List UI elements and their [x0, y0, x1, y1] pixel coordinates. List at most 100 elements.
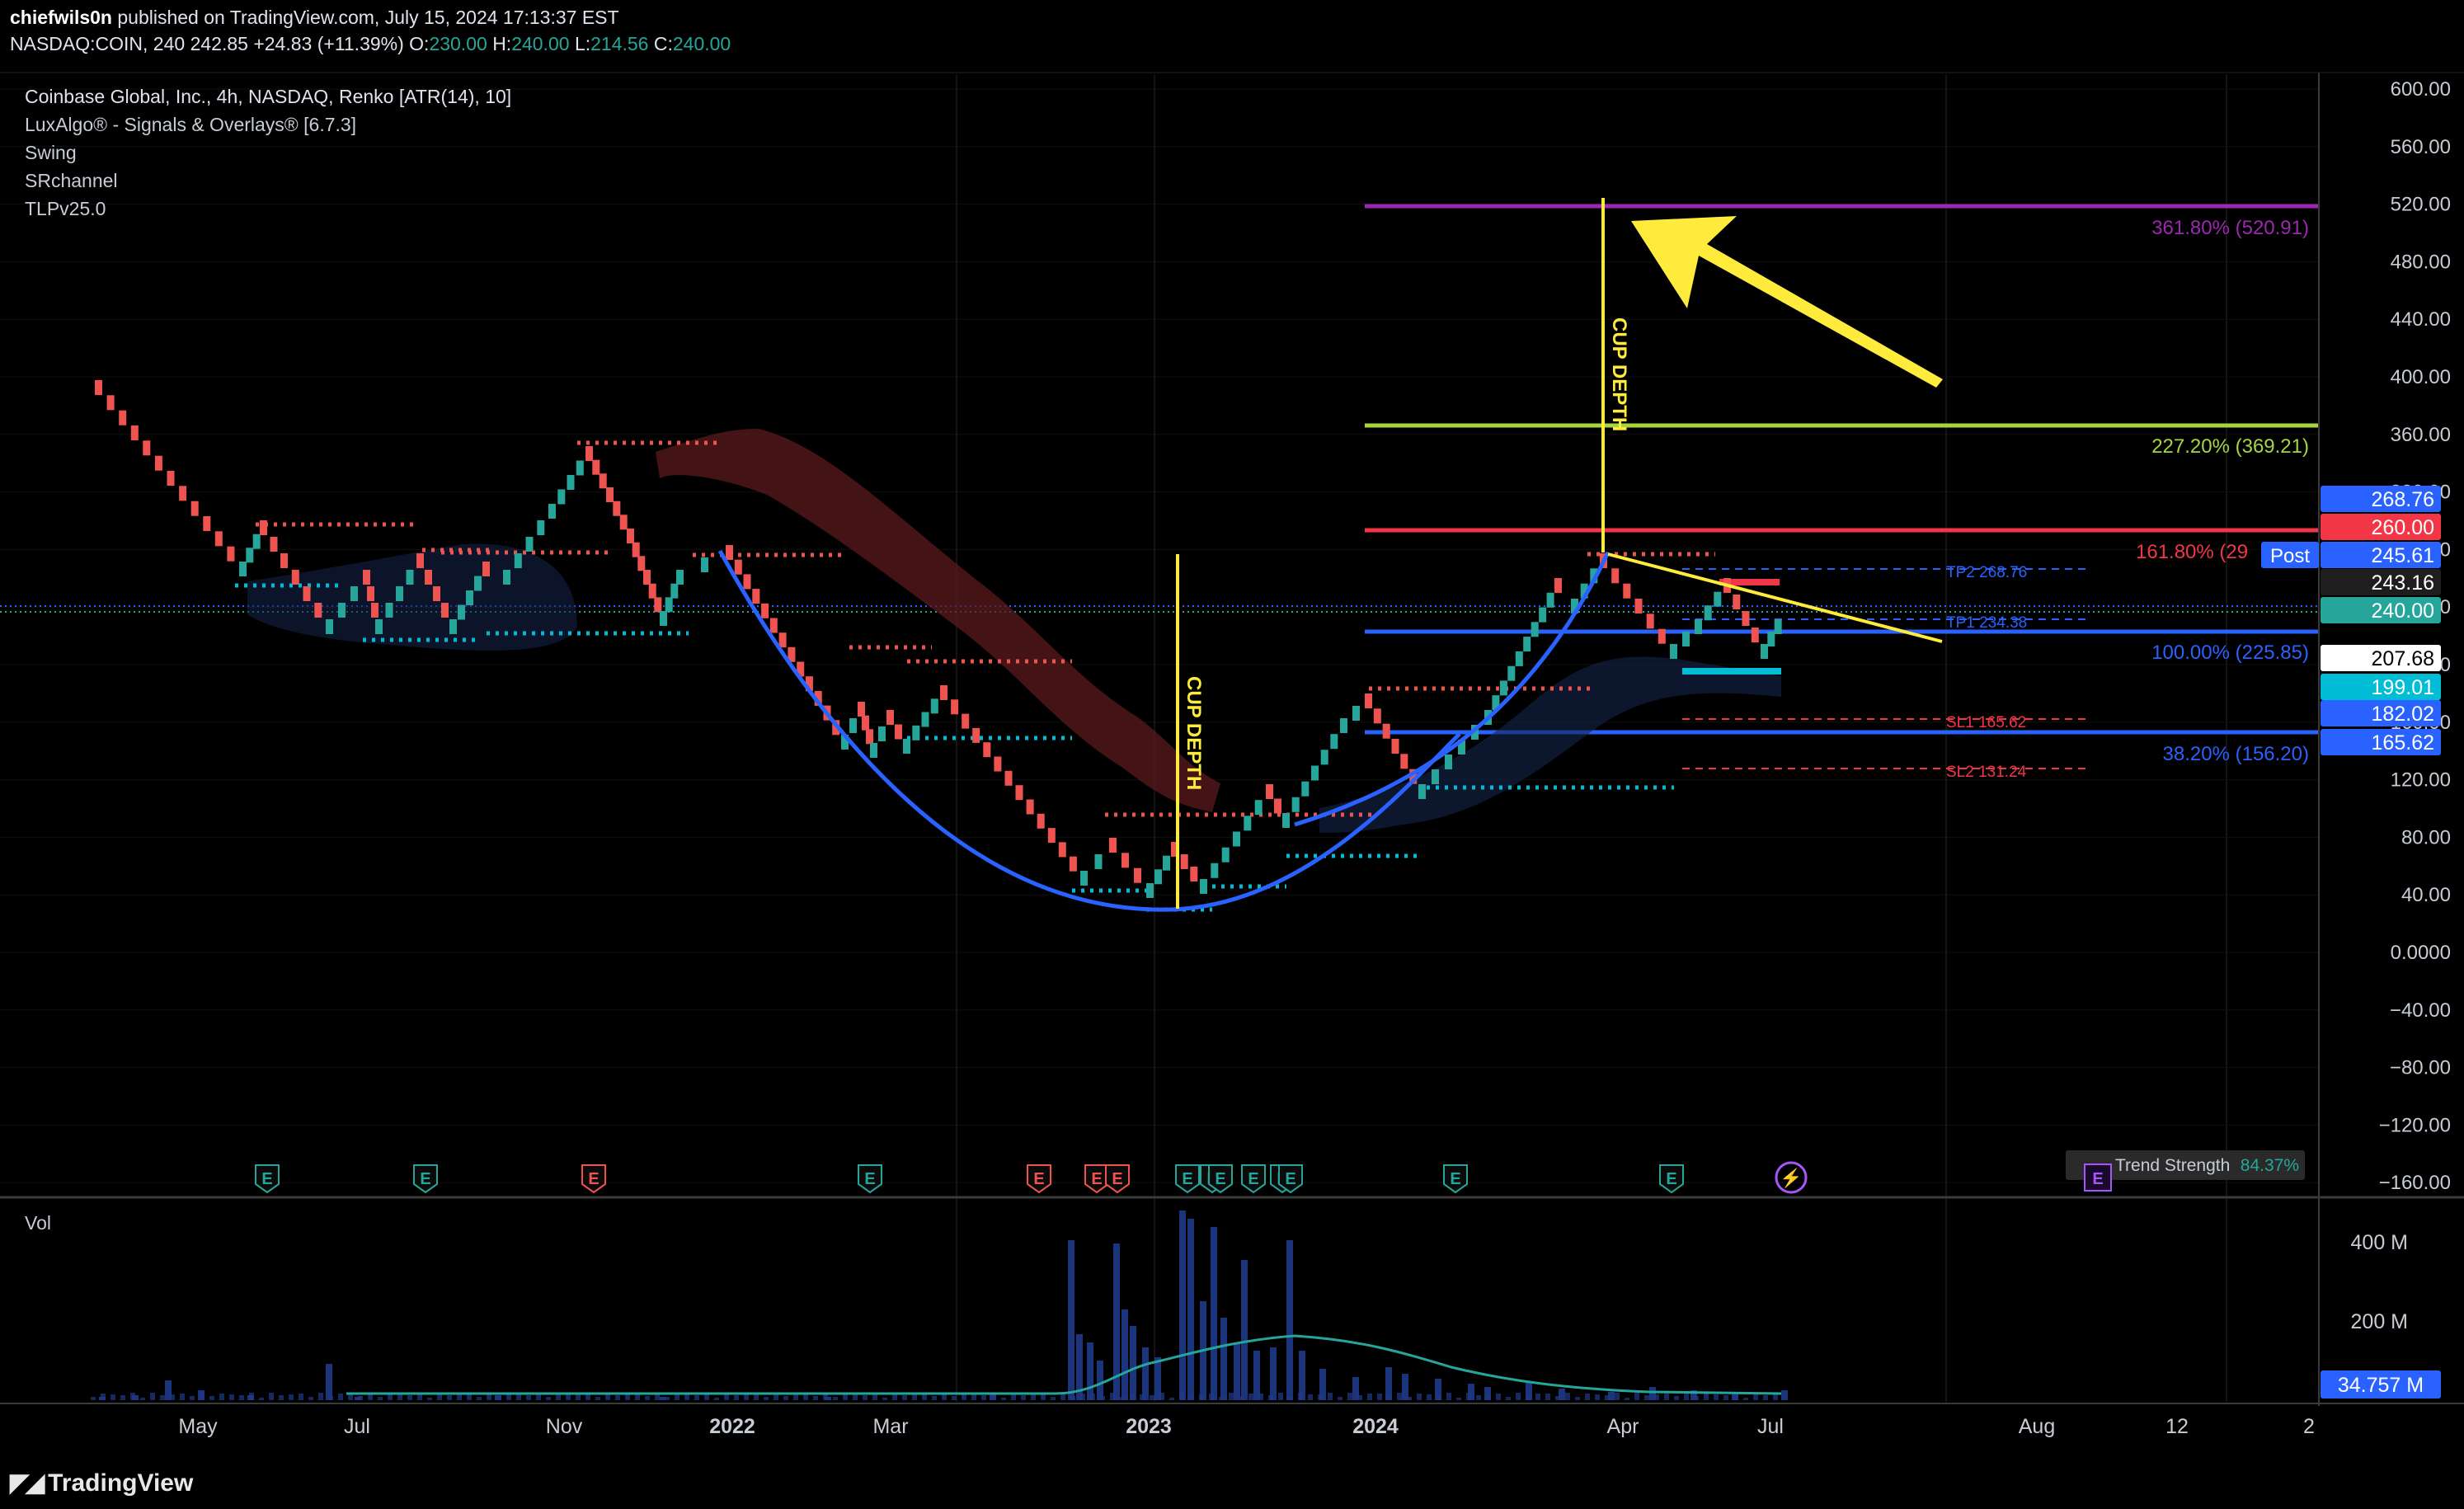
earnings-event-icon[interactable]: E [1175, 1164, 1200, 1194]
volume-bar [1684, 1393, 1689, 1400]
author-name[interactable]: chiefwils0n [10, 7, 112, 28]
volume-bar [526, 1395, 531, 1400]
earnings-event-icon[interactable]: E [1105, 1164, 1130, 1194]
cup-depth-label: CUP DEPTH [1608, 317, 1630, 431]
renko-brick-down [951, 699, 959, 715]
volume-bar [1140, 1394, 1145, 1400]
volume-bar [1526, 1382, 1532, 1400]
earnings-event-icon[interactable]: E [1208, 1164, 1233, 1194]
earnings-event-icon[interactable]: E [255, 1164, 280, 1194]
renko-brick-down [1365, 693, 1372, 708]
renko-brick-up [665, 597, 673, 613]
earnings-event-icon[interactable]: E [1241, 1164, 1266, 1194]
renko-brick-down [1171, 842, 1178, 857]
time-tick: 2022 [709, 1415, 755, 1438]
renko-brick-up [1163, 855, 1170, 871]
price-badge: 182.02 [2372, 703, 2434, 726]
volume-bar [694, 1395, 699, 1400]
renko-brick-up [350, 586, 358, 601]
volume-bar [1318, 1394, 1323, 1400]
renko-brick-down [1109, 838, 1117, 853]
legend-indicator-luxalgo[interactable]: LuxAlgo® - Signals & Overlays® [6.7.3] [25, 114, 357, 135]
volume-bar [1286, 1240, 1293, 1400]
renko-brick-down [637, 556, 646, 571]
volume-bar [1435, 1379, 1441, 1400]
earnings-event-letter: E [261, 1170, 272, 1188]
time-tick: 2023 [1126, 1415, 1172, 1438]
volume-tick: 200 M [2351, 1310, 2408, 1333]
renko-brick-down [962, 713, 970, 729]
volume-bar [1468, 1384, 1474, 1400]
time-tick: Jul [1757, 1415, 1784, 1438]
trend-strength-value: 84.37% [2241, 1156, 2299, 1175]
volume-bar [1031, 1394, 1036, 1400]
volume-bar [1773, 1394, 1778, 1400]
volume-bar [1664, 1394, 1669, 1400]
earnings-event-letter: E [1450, 1170, 1460, 1188]
renko-brick-up [449, 619, 457, 634]
renko-brick-down [371, 603, 379, 618]
earnings-event-icon[interactable]: E [581, 1164, 606, 1194]
price-tick: 360.00 [2391, 424, 2451, 446]
renko-brick-up [1590, 568, 1598, 584]
fib-extension-levels: 361.80% (520.91) 227.20% (369.21) 161.80% … [0, 204, 2319, 781]
tradingview-logo[interactable]: ◤◢ TradingView [10, 1469, 193, 1497]
earnings-event-letter: E [1091, 1170, 1102, 1188]
renko-brick-up [1320, 750, 1328, 765]
price-badge: 243.16 [2372, 571, 2434, 595]
volume-bar [1100, 1396, 1105, 1400]
renko-brick-up [576, 460, 584, 476]
renko-brick-down [866, 729, 873, 745]
volume-bar [1130, 1394, 1135, 1400]
volume-bar [1068, 1240, 1074, 1400]
renko-brick-up [1291, 797, 1300, 812]
target-arrow [1631, 216, 1943, 388]
target-label: TP2 268.76 [1946, 564, 2027, 581]
volume-bar [1241, 1260, 1248, 1400]
renko-brick-up [1774, 619, 1782, 634]
symbol-name[interactable]: NASDAQ:COIN, 240 [10, 33, 186, 54]
renko-brick-down [154, 455, 162, 471]
renko-brick-up [252, 534, 261, 549]
volume-bar [279, 1395, 284, 1400]
earnings-event-icon[interactable]: E [1443, 1164, 1468, 1194]
legend-indicator-swing[interactable]: Swing [25, 142, 77, 163]
earnings-event-icon[interactable]: E [413, 1164, 438, 1194]
renko-brick-up [841, 735, 849, 750]
high-value: 240.00 [511, 33, 570, 54]
legend-indicator-srchannel[interactable]: SRchannel [25, 170, 118, 191]
volume-bar [704, 1393, 709, 1400]
volume-legend[interactable]: Vol [25, 1212, 51, 1234]
legend-indicator-tlp[interactable]: TLPv25.0 [25, 198, 106, 219]
volume-bar [1694, 1396, 1699, 1400]
price-tick: 80.00 [2401, 826, 2451, 849]
legend-title[interactable]: Coinbase Global, Inc., 4h, NASDAQ, Renko… [25, 86, 512, 107]
earnings-event-icon[interactable]: E [1084, 1164, 1109, 1194]
earnings-event-icon[interactable]: E [1659, 1164, 1684, 1194]
renko-brick-up [849, 718, 857, 733]
renko-brick-up [1200, 879, 1207, 894]
renko-brick-up [1682, 632, 1690, 646]
volume-bar [823, 1393, 828, 1400]
fib-label: 361.80% (520.91) [2151, 217, 2309, 239]
renko-brick-down [805, 676, 813, 692]
renko-brick-down [778, 632, 787, 648]
volume-bar [477, 1397, 482, 1400]
renko-brick-up [1340, 718, 1347, 733]
volume-bar [1723, 1395, 1728, 1400]
earnings-event-icon[interactable]: E [1278, 1164, 1303, 1194]
renko-brick-up [1094, 854, 1103, 869]
earnings-event-icon[interactable]: E [1027, 1164, 1051, 1194]
renko-brick-down [1047, 828, 1056, 844]
renko-brick-up [1311, 765, 1319, 781]
volume-bar [326, 1364, 332, 1400]
earnings-event-letter: E [1215, 1170, 1225, 1188]
volume-bar [1674, 1396, 1679, 1400]
volume-bar [1234, 1342, 1240, 1400]
renko-brick-up [870, 743, 877, 758]
volume-bar [259, 1398, 264, 1400]
bearish-cloud [656, 429, 1220, 812]
earnings-event-icon[interactable]: E [858, 1164, 882, 1194]
